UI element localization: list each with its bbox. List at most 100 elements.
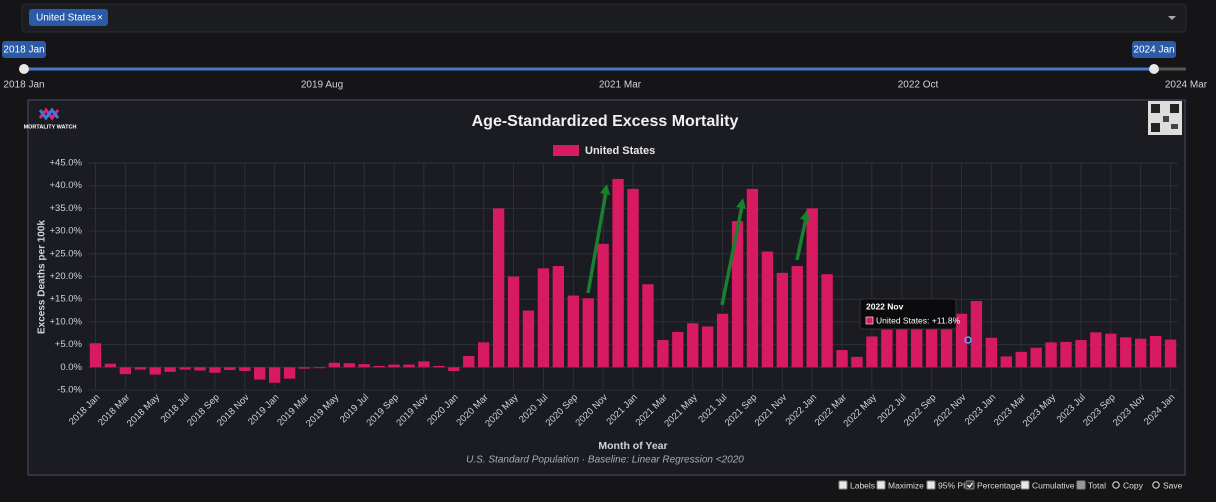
bar [925,329,938,368]
toolbar-label[interactable]: Maximize [888,480,924,490]
bar [1090,332,1102,368]
bar [1030,347,1042,368]
chip-close[interactable]: × [97,13,103,24]
checkbox[interactable] [965,480,975,490]
bar [537,268,550,368]
y-tick-label: +25.0% [50,248,83,259]
y-tick-label: +10.0% [50,316,83,327]
bar [567,295,579,368]
checkbox[interactable] [1020,480,1030,490]
legend-swatch [553,145,579,156]
bar [313,367,326,369]
bar [806,208,818,368]
bar [119,367,132,375]
toolbar-label[interactable]: 95% PI [938,480,965,490]
checkbox[interactable] [926,480,936,490]
bar [970,301,983,368]
tooltip: 2022 Nov United States: +11.8% [859,298,961,330]
toolbar-label[interactable]: Total [1088,480,1106,490]
toolbar-label[interactable]: Cumulative [1032,480,1075,490]
slider-start: 2018 Jan [3,45,44,56]
logo-mark [38,107,60,121]
bar [1045,342,1057,368]
checkbox[interactable] [1076,480,1086,490]
bar [268,367,281,383]
bar [418,361,430,368]
y-tick-label: 0.0% [60,362,82,373]
logo-text: MORTALITY WATCH [24,124,77,130]
bar [492,208,505,368]
bar [746,188,759,368]
slider-end: 2024 Jan [1133,45,1174,56]
bar [791,266,803,368]
toolbar: Labels Maximize 95% PI Percentage Cumulative… [838,480,1183,490]
bar [552,266,565,368]
annotation-arrows [586,184,810,306]
toolbar-label[interactable]: Percentage [977,480,1021,490]
slider-handle[interactable] [19,64,29,74]
tooltip-box [859,298,957,330]
bar [896,328,908,368]
bar [239,367,251,371]
arrow [586,191,608,294]
checkbox[interactable] [876,480,886,490]
slider-tick: 2022 Oct [898,80,939,91]
jurisdiction-select[interactable] [21,3,1187,33]
qr-block [1170,104,1179,113]
bar [985,337,998,368]
toolbar-label[interactable]: Copy [1123,480,1144,490]
logo: MORTALITY WATCH [24,107,77,130]
bar [597,243,609,368]
bar [373,365,385,368]
slider-tick: 2021 Mar [599,80,642,91]
bar [149,367,161,375]
bar [209,367,221,373]
bar [164,367,176,372]
arrow-head [736,198,746,209]
y-tick-label: +40.0% [50,180,83,191]
toolbar-label[interactable]: Save [1163,480,1183,490]
qr-block [1171,124,1178,129]
slider-handle[interactable] [1149,64,1159,74]
bar [1075,340,1087,368]
bar [716,313,729,368]
arrow-head [800,210,810,221]
y-tick-label: +45.0% [50,158,83,169]
bar [687,323,699,368]
checkmark [967,482,974,488]
bar [955,313,968,368]
bar [328,362,341,368]
slider-bubble [2,41,46,58]
bar [1105,333,1117,368]
chip[interactable] [29,9,108,26]
bar [298,367,311,369]
bar [672,331,684,368]
bar [358,364,370,368]
bar [463,355,475,368]
y-tick-label: +5.0% [55,339,83,350]
bar [866,336,878,368]
y-tick-label: +35.0% [50,203,83,214]
bar [522,310,535,368]
bar [179,367,191,370]
slider-tick: 2024 Mar [1165,80,1208,91]
bar [701,326,714,368]
checkbox[interactable] [838,480,848,490]
slider-tick: 2018 Jan [3,80,44,91]
dropdown-arrow[interactable] [1168,16,1176,20]
slider-tick: 2019 Aug [301,80,343,91]
bar [433,365,445,368]
cursor [964,336,972,344]
icon [1152,481,1160,489]
slider-bubble [1132,41,1176,58]
bar [1149,335,1162,368]
bar [283,367,296,379]
chip-label: United States [36,13,96,24]
bar [388,364,400,368]
arrow [795,217,808,261]
bar [254,367,266,380]
bar [821,274,833,368]
bar [911,328,923,368]
toolbar-label[interactable]: Labels [850,480,875,490]
